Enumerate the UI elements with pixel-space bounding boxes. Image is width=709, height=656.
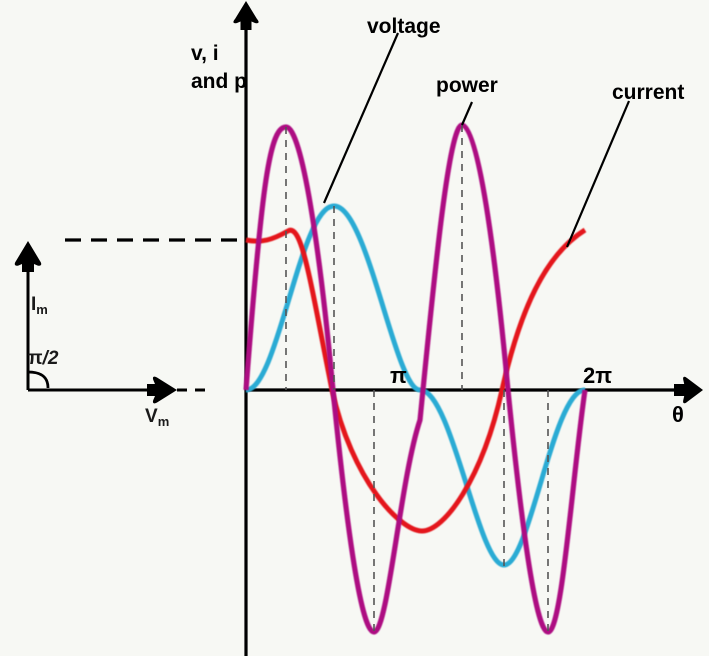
svg-text:and p: and p (191, 70, 247, 93)
svg-text:current: current (612, 81, 684, 104)
svg-text:power: power (436, 74, 498, 97)
svg-text:voltage: voltage (367, 15, 441, 38)
svg-text:θ: θ (672, 402, 684, 427)
svg-text:v, i: v, i (191, 42, 219, 65)
svg-text:π/2: π/2 (28, 348, 59, 369)
svg-text:2π: 2π (583, 363, 612, 388)
svg-text:π: π (390, 363, 407, 388)
svg-text:Vm: Vm (145, 406, 169, 429)
svg-text:Im: Im (31, 294, 48, 317)
